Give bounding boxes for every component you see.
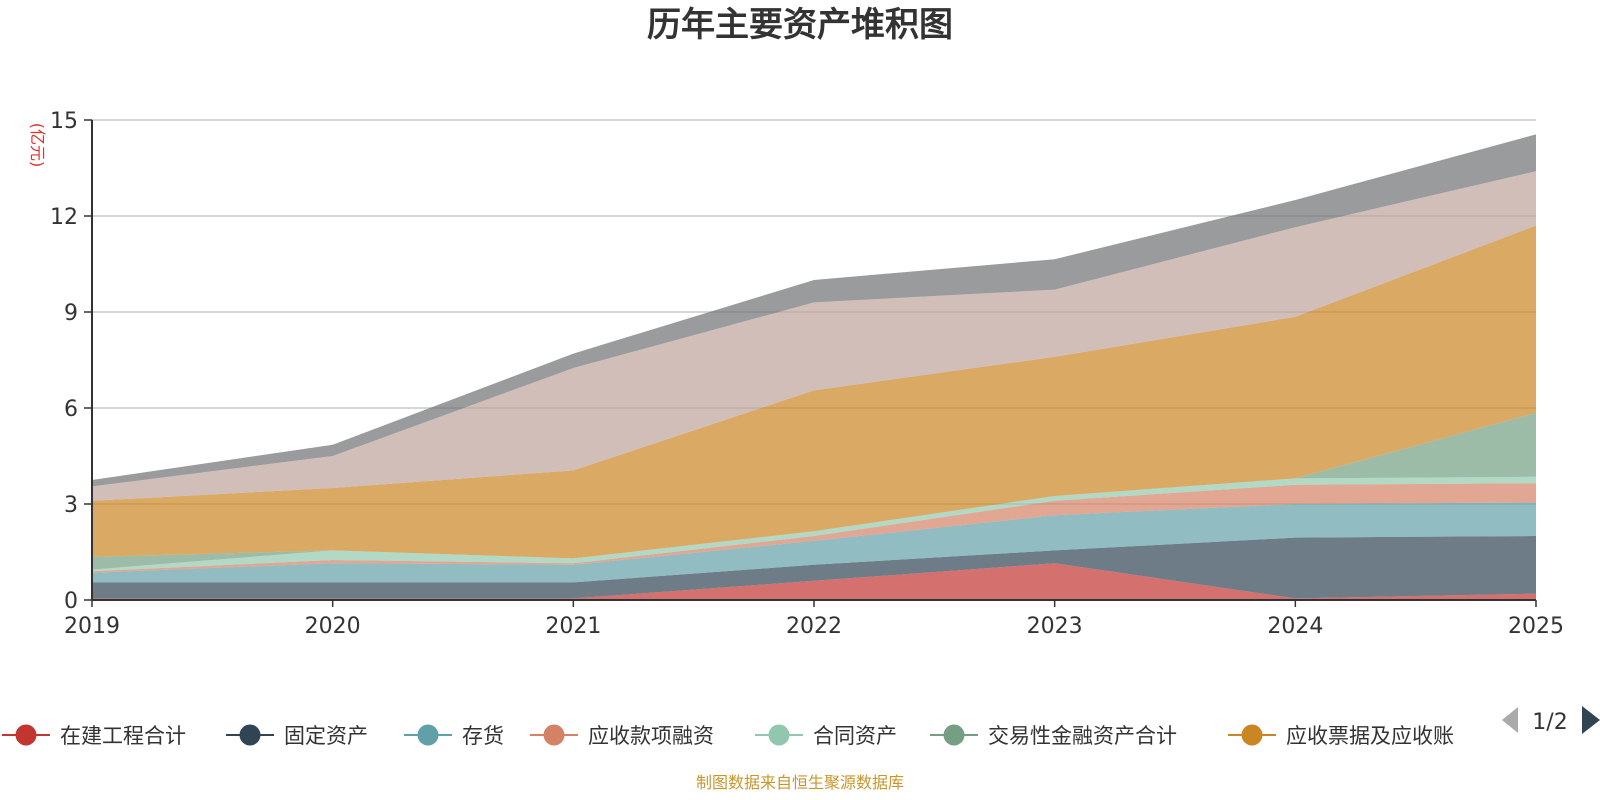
y-axis-unit: (亿元) (28, 123, 47, 168)
y-tick-label: 9 (64, 301, 78, 326)
legend-item[interactable]: 在建工程合计 (2, 724, 186, 748)
area-series (92, 563, 1536, 600)
legend-label: 应收票据及应收账 (1286, 724, 1454, 748)
legend-item[interactable]: 存货 (404, 724, 504, 748)
stacked-areas (92, 134, 1536, 600)
legend-item[interactable]: 应收款项融资 (530, 724, 714, 748)
legend-item[interactable]: 固定资产 (226, 724, 368, 748)
area-series (92, 225, 1536, 559)
x-tick-label: 2022 (786, 614, 842, 639)
legend-marker-icon (943, 724, 965, 746)
area-series (92, 412, 1536, 570)
x-tick-label: 2021 (545, 614, 601, 639)
legend-label: 应收款项融资 (588, 724, 714, 748)
y-tick-label: 6 (64, 397, 78, 422)
x-tick-label: 2024 (1267, 614, 1323, 639)
legend-marker-icon (1241, 724, 1263, 746)
legend-item[interactable]: 应收票据及应收账 (1228, 724, 1454, 748)
legend-marker-icon (768, 724, 790, 746)
area-series (92, 171, 1536, 501)
legend-marker-icon (543, 724, 565, 746)
legend-marker-icon (239, 724, 261, 746)
legend-label: 合同资产 (813, 724, 897, 748)
area-series (92, 502, 1536, 583)
legend-item[interactable]: 交易性金融资产合计 (930, 724, 1177, 748)
chart-title: 历年主要资产堆积图 (647, 5, 953, 45)
legend-marker-icon (15, 724, 37, 746)
legend-page-indicator: 1/2 (1532, 710, 1567, 735)
axes: 0 3 6 9 12 15 2019 2020 2021 2022 2023 2024 2025 (50, 109, 1564, 639)
legend-item[interactable]: 合同资产 (755, 724, 897, 748)
legend-label: 固定资产 (284, 724, 368, 748)
legend-pager: 1/2 (1502, 706, 1600, 735)
legend-marker-icon (417, 724, 439, 746)
y-tick-label: 15 (50, 109, 78, 134)
y-tick-label: 0 (64, 589, 78, 614)
area-series (92, 476, 1536, 572)
y-tick-label: 3 (64, 493, 78, 518)
y-tick-label: 12 (50, 205, 78, 230)
x-tick-label: 2019 (64, 614, 120, 639)
legend-next-icon[interactable] (1582, 706, 1600, 734)
area-series (92, 483, 1536, 573)
data-source-note: 制图数据来自恒生聚源数据库 (696, 773, 904, 792)
legend[interactable]: 在建工程合计 固定资产 存货 应收款项融资 合同资产 交易性金融资产合计 应收票据及应收账 (2, 724, 1454, 748)
legend-label: 存货 (462, 724, 504, 748)
legend-label: 交易性金融资产合计 (988, 724, 1177, 748)
area-series (92, 536, 1536, 599)
legend-label: 在建工程合计 (60, 724, 186, 748)
legend-prev-icon[interactable] (1502, 707, 1518, 733)
x-tick-label: 2025 (1508, 614, 1564, 639)
x-tick-label: 2020 (305, 614, 361, 639)
x-tick-label: 2023 (1027, 614, 1083, 639)
